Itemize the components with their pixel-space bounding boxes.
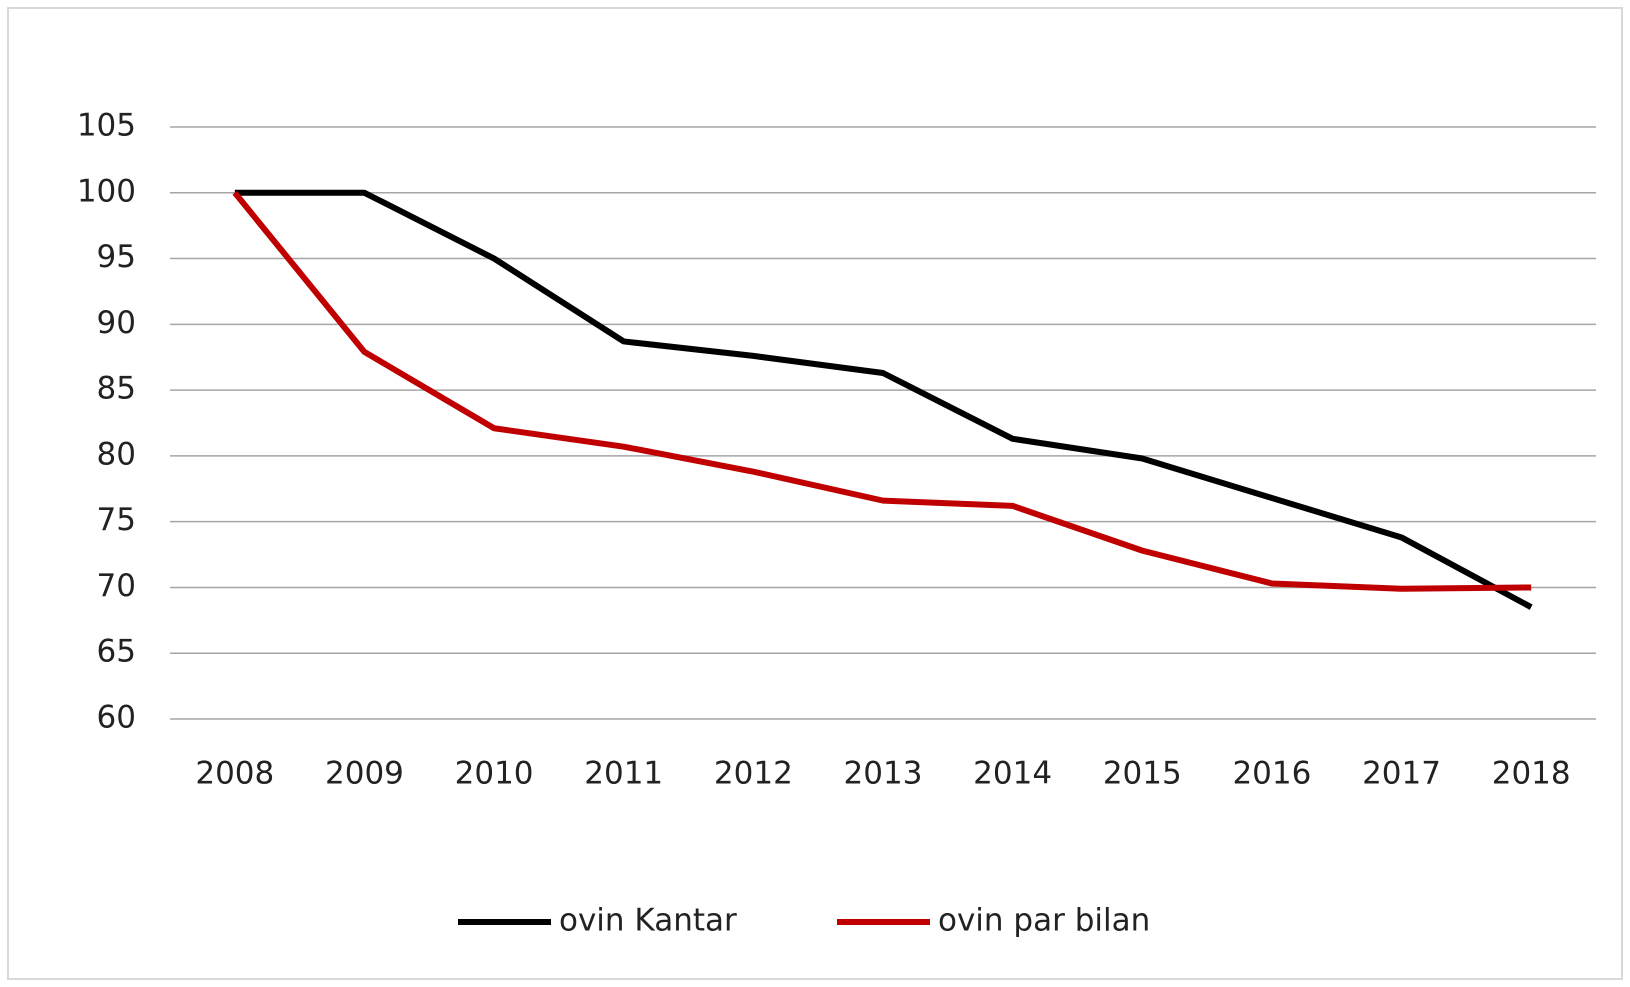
data-line — [234, 189, 1533, 610]
y-tick-label: 75 — [97, 502, 136, 538]
legend-label: ovin par bilan — [938, 903, 1150, 939]
x-tick-label: 2011 — [584, 756, 663, 792]
chart-frame — [7, 7, 1623, 980]
y-tick-label: 60 — [97, 700, 136, 736]
y-tick-label: 85 — [97, 371, 136, 407]
x-tick-label: 2014 — [973, 756, 1052, 792]
x-tick-label: 2009 — [325, 756, 404, 792]
x-tick-label: 2017 — [1362, 756, 1441, 792]
y-tick-label: 70 — [97, 568, 136, 604]
y-tick-label: 90 — [97, 305, 136, 341]
x-tick-label: 2015 — [1103, 756, 1182, 792]
y-tick-label: 65 — [97, 634, 136, 670]
x-tick-label: 2010 — [455, 756, 534, 792]
legend-label: ovin Kantar — [559, 903, 737, 939]
y-tick-label: 95 — [97, 239, 136, 275]
y-tick-label: 80 — [97, 436, 136, 472]
x-tick-label: 2012 — [714, 756, 793, 792]
data-line — [232, 190, 1532, 592]
x-tick-label: 2016 — [1232, 756, 1311, 792]
x-tick-label: 2013 — [844, 756, 923, 792]
y-tick-label: 105 — [77, 108, 136, 144]
x-tick-label: 2018 — [1492, 756, 1571, 792]
x-tick-label: 2008 — [195, 756, 274, 792]
y-tick-label: 100 — [77, 173, 136, 209]
